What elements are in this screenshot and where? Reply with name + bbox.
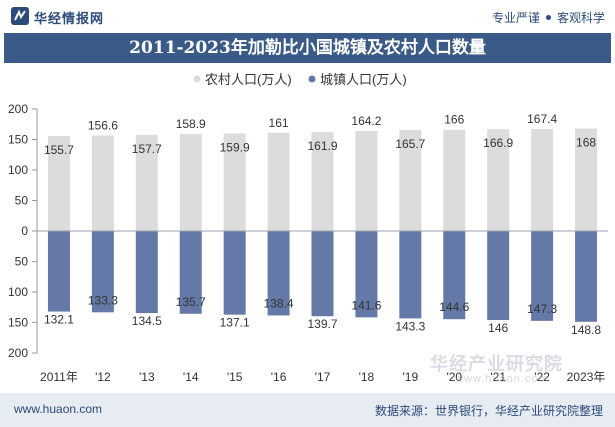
legend-urban-label: 城镇人口(万人) bbox=[320, 72, 407, 87]
rural-bar bbox=[355, 130, 378, 231]
x-category-label: '15 bbox=[227, 370, 243, 384]
y-tick-label: 100 bbox=[8, 163, 28, 177]
y-tick-label: 200 bbox=[8, 102, 28, 116]
rural-value-label: 161.9 bbox=[307, 139, 337, 153]
rural-value-label: 166 bbox=[444, 113, 464, 127]
urban-value-label: 148.8 bbox=[571, 323, 601, 337]
x-category-label: '18 bbox=[359, 370, 375, 384]
rural-value-label: 161 bbox=[269, 116, 289, 130]
y-tick-label: 100 bbox=[8, 285, 28, 299]
rural-value-label: 168 bbox=[576, 136, 596, 150]
y-tick-label: 50 bbox=[15, 255, 29, 269]
urban-bar bbox=[487, 231, 510, 321]
rural-bar bbox=[267, 132, 290, 231]
huajing-logo-icon bbox=[11, 7, 29, 25]
top-bar: 华经情报网 专业严谨 客观科学 bbox=[0, 0, 615, 33]
urban-bar bbox=[355, 231, 378, 318]
rural-bar bbox=[311, 132, 334, 231]
urban-bar bbox=[575, 231, 598, 322]
urban-bar bbox=[399, 231, 422, 319]
urban-bar bbox=[223, 231, 246, 315]
rural-value-label: 165.7 bbox=[395, 137, 425, 151]
legend-urban-marker bbox=[308, 75, 316, 83]
slogan: 专业严谨 客观科学 bbox=[492, 9, 605, 26]
urban-value-label: 134.5 bbox=[132, 314, 162, 328]
data-source: 数据来源：世界银行，华经产业研究院整理 bbox=[374, 404, 603, 418]
watermark-url: www.huaon.com bbox=[455, 373, 549, 385]
urban-bar bbox=[91, 231, 114, 313]
rural-bar bbox=[487, 129, 510, 231]
x-category-label: '14 bbox=[183, 370, 199, 384]
urban-bar bbox=[311, 231, 334, 317]
rural-value-label: 158.9 bbox=[176, 117, 206, 131]
rural-bar bbox=[179, 134, 202, 231]
rural-value-label: 164.2 bbox=[351, 114, 381, 128]
urban-value-label: 132.1 bbox=[44, 313, 74, 327]
population-chart: 农村人口(万人) 城镇人口(万人) 200 150 100 50 0 50 100 150 200 1… bbox=[8, 72, 608, 384]
x-category-label: 2011年 bbox=[40, 370, 78, 384]
watermark-brand: 华经产业研究院 bbox=[430, 354, 563, 374]
urban-value-label: 135.7 bbox=[176, 295, 206, 309]
chart-title: 2011-2023年加勒比小国城镇及农村人口数量 bbox=[4, 33, 611, 63]
urban-bar bbox=[531, 231, 554, 321]
footer: www.huaon.com 数据来源：世界银行，华经产业研究院整理 bbox=[0, 393, 615, 427]
rural-bar bbox=[531, 128, 554, 231]
site-url: www.huaon.com bbox=[14, 402, 103, 416]
x-category-label: '20 bbox=[446, 370, 462, 384]
rural-value-label: 157.7 bbox=[132, 142, 162, 156]
urban-bar bbox=[135, 231, 158, 314]
rural-bar bbox=[575, 128, 598, 231]
urban-bar bbox=[47, 231, 70, 312]
rural-bar bbox=[223, 133, 246, 231]
y-tick-label: 200 bbox=[8, 346, 28, 360]
x-category-label: 2023年 bbox=[567, 370, 606, 384]
x-category-label: '19 bbox=[403, 370, 419, 384]
rural-bar bbox=[91, 135, 114, 231]
x-category-label: '16 bbox=[271, 370, 287, 384]
y-tick-label: 0 bbox=[21, 224, 28, 238]
urban-value-label: 147.3 bbox=[527, 302, 557, 316]
rural-bar bbox=[443, 129, 466, 231]
rural-value-label: 166.9 bbox=[483, 136, 513, 150]
rural-value-label: 155.7 bbox=[44, 143, 74, 157]
rural-value-label: 156.6 bbox=[88, 118, 118, 132]
urban-value-label: 143.3 bbox=[395, 319, 425, 333]
urban-value-label: 141.6 bbox=[351, 298, 381, 312]
legend-rural-marker bbox=[193, 75, 201, 83]
urban-value-label: 133.3 bbox=[88, 293, 118, 307]
legend-rural-label: 农村人口(万人) bbox=[205, 72, 292, 87]
brand-name: 华经情报网 bbox=[34, 11, 105, 26]
x-category-label: '22 bbox=[534, 370, 550, 384]
rural-bar bbox=[47, 136, 70, 231]
urban-value-label: 139.7 bbox=[307, 317, 337, 331]
rural-value-label: 159.9 bbox=[220, 140, 250, 154]
x-category-label: '17 bbox=[315, 370, 331, 384]
rural-bar bbox=[399, 129, 422, 231]
y-tick-label: 150 bbox=[8, 316, 28, 330]
rural-bar bbox=[135, 134, 158, 231]
rural-value-label: 167.4 bbox=[527, 112, 557, 126]
urban-bar bbox=[179, 231, 202, 314]
slogan-right: 客观科学 bbox=[556, 11, 605, 25]
slogan-left: 专业严谨 bbox=[491, 11, 540, 25]
y-tick-label: 150 bbox=[8, 133, 28, 147]
x-category-label: '13 bbox=[139, 370, 155, 384]
urban-value-label: 144.6 bbox=[439, 300, 469, 314]
x-category-label: '12 bbox=[95, 370, 111, 384]
urban-value-label: 146 bbox=[488, 321, 508, 335]
y-tick-label: 50 bbox=[15, 194, 29, 208]
urban-bar bbox=[443, 231, 466, 320]
bullet-dot-icon bbox=[545, 15, 551, 21]
urban-value-label: 137.1 bbox=[220, 316, 250, 330]
urban-bar bbox=[267, 231, 290, 316]
x-category-label: '21 bbox=[490, 370, 506, 384]
urban-value-label: 138.4 bbox=[264, 296, 294, 310]
